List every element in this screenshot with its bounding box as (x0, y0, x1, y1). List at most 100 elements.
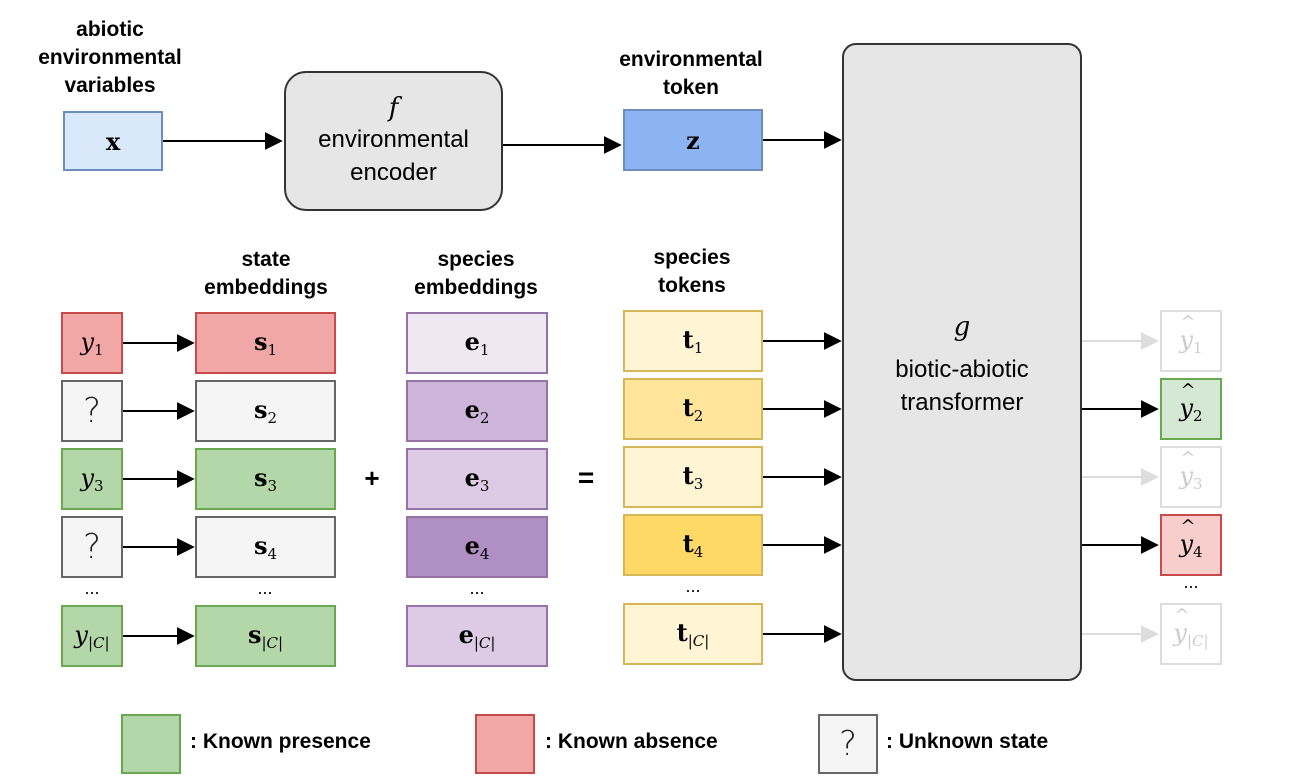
state-box-2: ? (61, 380, 123, 442)
species-token-symbol-1-letter: t (682, 325, 694, 354)
state-embedding-symbol-4: s4 (254, 531, 277, 563)
output-symbol-3-letter: y (1179, 448, 1195, 490)
state-embedding-symbol-1-letter: s (253, 327, 268, 356)
state-embedding-symbol-4-subscript: 4 (267, 545, 278, 563)
legend-absence-label: : Known absence (545, 730, 718, 753)
output-symbol-2: y2 (1179, 380, 1203, 425)
output-symbol-5-letter: y (1173, 605, 1189, 647)
species-token-symbol-2-letter: t (682, 393, 694, 422)
species-embedding-symbol-5-letter: e (458, 620, 474, 649)
state-embedding-symbol-2-letter: s (253, 395, 268, 424)
output-box-4: y4 (1160, 514, 1222, 576)
state-box-3: y3 (61, 448, 123, 510)
species-token-symbol-1-subscript: 1 (693, 339, 704, 357)
environmental-encoder-box: f environmental encoder (284, 71, 503, 211)
state-symbol-3: y3 (80, 464, 103, 495)
state-symbol-1: y1 (80, 328, 103, 359)
legend-unknown-label: : Unknown state (886, 730, 1049, 753)
ellipsis-state: ... (84, 578, 100, 598)
output-symbol-2-subscript: 2 (1193, 406, 1203, 425)
transformer-symbol: g (953, 312, 971, 342)
species-embedding-box-4: e4 (406, 516, 548, 578)
output-box-1: y1 (1160, 310, 1222, 372)
species-token-symbol-2: t2 (683, 393, 704, 425)
output-box-3: y3 (1160, 446, 1222, 508)
environmental-token-header: environmental token (619, 48, 763, 99)
output-symbol-2-letter: y (1179, 380, 1195, 422)
species-tokens-header: species tokens (653, 246, 731, 297)
output-box-5: y|C| (1160, 603, 1222, 665)
species-token-symbol-5: t|C| (677, 618, 710, 650)
state-embedding-symbol-1: s1 (254, 327, 277, 359)
species-embedding-symbol-2-subscript: 2 (479, 409, 490, 427)
legend-absence-swatch (475, 714, 535, 774)
legend-presence-swatch (121, 714, 181, 774)
transformer-label: biotic-abiotic transformer (895, 356, 1029, 416)
state-symbol-1-subscript: 1 (94, 340, 104, 359)
state-embedding-box-5: s|C| (195, 605, 336, 667)
species-embedding-box-2: e2 (406, 380, 548, 442)
ellipsis-species-tok: ... (685, 576, 701, 596)
output-box-2: y2 (1160, 378, 1222, 440)
ellipsis-species-emb: ... (469, 578, 485, 598)
state-embedding-symbol-3-subscript: 3 (267, 477, 278, 495)
state-embedding-box-2: s2 (195, 380, 336, 442)
question-mark-icon: ? (838, 724, 858, 764)
species-embeddings-header: species embeddings (414, 248, 538, 299)
z-token-box: z (623, 109, 763, 171)
state-embedding-symbol-3: s3 (254, 463, 277, 495)
species-token-symbol-3-subscript: 3 (693, 475, 704, 493)
species-embedding-symbol-4-subscript: 4 (479, 545, 490, 563)
species-embedding-symbol-1-subscript: 1 (479, 341, 490, 359)
species-token-symbol-2-subscript: 2 (693, 407, 704, 425)
state-embedding-symbol-5: s|C| (248, 620, 283, 652)
species-token-symbol-4-subscript: 4 (693, 543, 704, 561)
output-symbol-1-letter: y (1179, 312, 1195, 354)
species-embedding-box-5: e|C| (406, 605, 548, 667)
species-embedding-symbol-3: e3 (465, 463, 490, 495)
state-embedding-symbol-1-subscript: 1 (267, 341, 278, 359)
species-embedding-symbol-4-letter: e (464, 531, 480, 560)
state-box-5: y|C| (61, 605, 123, 667)
species-token-symbol-3-letter: t (682, 461, 694, 490)
species-token-symbol-3: t3 (683, 461, 704, 493)
legend-unknown-swatch: ? (818, 714, 878, 774)
equals-operator: = (577, 462, 595, 493)
species-token-box-1: t1 (623, 310, 763, 372)
species-token-symbol-5-subscript: |C| (687, 632, 710, 650)
x-symbol: x (105, 126, 121, 156)
output-symbol-5: y|C| (1173, 605, 1209, 650)
encoder-symbol: f (388, 93, 399, 123)
question-mark-icon: ? (82, 391, 102, 431)
state-embedding-symbol-5-letter: s (247, 620, 262, 649)
species-embedding-symbol-2: e2 (465, 395, 490, 427)
output-symbol-5-subscript: |C| (1186, 631, 1209, 650)
state-symbol-3-letter: y (80, 463, 94, 492)
state-symbol-5-letter: y (74, 620, 88, 649)
state-embedding-box-3: s3 (195, 448, 336, 510)
state-embedding-symbol-2-subscript: 2 (267, 409, 278, 427)
species-embedding-symbol-3-letter: e (464, 463, 480, 492)
state-box-4: ? (61, 516, 123, 578)
output-symbol-3: y3 (1179, 448, 1202, 493)
species-embedding-symbol-5-subscript: |C| (473, 634, 496, 652)
species-token-symbol-4-letter: t (682, 529, 694, 558)
ellipsis-output: ... (1183, 572, 1199, 592)
question-mark-icon: ? (82, 527, 102, 567)
state-symbol-1-letter: y (80, 327, 94, 356)
output-symbol-1: y1 (1179, 312, 1202, 357)
plus-operator: + (364, 463, 380, 493)
species-token-symbol-5-letter: t (676, 618, 688, 647)
state-embedding-symbol-5-subscript: |C| (261, 634, 284, 652)
x-input-box: x (63, 111, 163, 171)
state-embedding-symbol-2: s2 (254, 395, 277, 427)
state-symbol-5: y|C| (74, 621, 109, 652)
state-box-1: y1 (61, 312, 123, 374)
state-symbol-3-subscript: 3 (94, 476, 104, 495)
species-embedding-symbol-3-subscript: 3 (479, 477, 490, 495)
output-symbol-4-subscript: 4 (1193, 542, 1203, 561)
state-embeddings-header: state embeddings (204, 248, 328, 299)
species-embedding-symbol-2-letter: e (464, 395, 480, 424)
species-token-symbol-4: t4 (683, 529, 704, 561)
z-symbol: z (686, 125, 700, 155)
